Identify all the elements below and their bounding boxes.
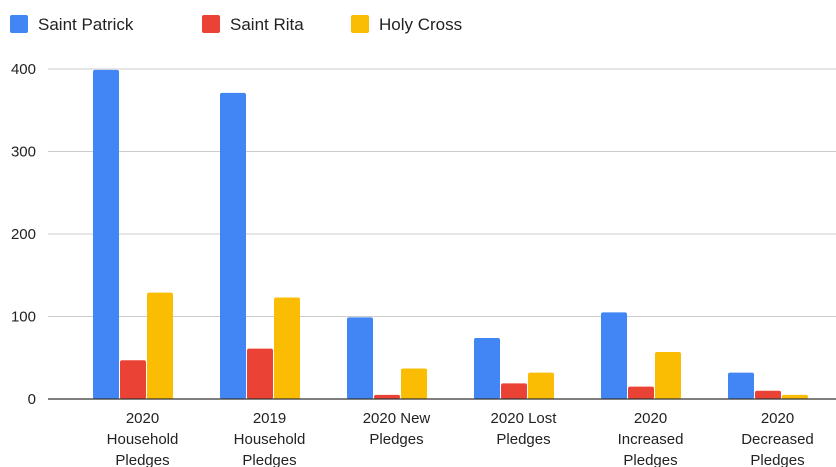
y-tick-label: 100 bbox=[11, 309, 36, 326]
bar-saint-rita-5 bbox=[755, 390, 781, 399]
legend-swatch-1 bbox=[202, 15, 220, 33]
x-tick-label: 2020 Household Pledges bbox=[107, 410, 179, 467]
y-axis: 0 100 200 300 400 bbox=[11, 61, 36, 408]
bar-holy-cross-3 bbox=[528, 372, 554, 399]
chart-legend: Saint Patrick Saint Rita Holy Cross bbox=[10, 15, 462, 34]
legend-label-1: Saint Rita bbox=[230, 15, 304, 34]
bar-saint-rita-0 bbox=[120, 360, 146, 399]
bar-saint-patrick-5 bbox=[728, 372, 754, 399]
x-tick-label: 2020 Increased Pledges bbox=[618, 410, 684, 467]
y-tick-label: 400 bbox=[11, 61, 36, 78]
bar-saint-rita-3 bbox=[501, 383, 527, 399]
bar-holy-cross-0 bbox=[147, 292, 173, 399]
x-tick-label: 2020 New Pledges bbox=[363, 410, 431, 448]
bar-saint-rita-1 bbox=[247, 348, 273, 399]
bars bbox=[93, 69, 808, 400]
bar-holy-cross-1 bbox=[274, 297, 300, 399]
bar-saint-patrick-4 bbox=[601, 312, 627, 399]
legend-swatch-0 bbox=[10, 15, 28, 33]
bar-saint-patrick-0 bbox=[93, 69, 119, 399]
x-tick-label: 2020 Lost Pledges bbox=[491, 410, 558, 448]
bar-saint-patrick-3 bbox=[474, 337, 500, 399]
y-tick-label: 200 bbox=[11, 226, 36, 243]
bar-holy-cross-4 bbox=[655, 351, 681, 399]
x-axis: 2020 Household Pledges 2019 Household Pledges… bbox=[107, 410, 814, 467]
legend-swatch-2 bbox=[351, 15, 369, 33]
bar-saint-patrick-2 bbox=[347, 317, 373, 399]
y-tick-label: 0 bbox=[28, 391, 36, 408]
legend-label-0: Saint Patrick bbox=[38, 15, 134, 34]
gridlines bbox=[48, 68, 836, 317]
bar-saint-rita-2 bbox=[374, 394, 400, 399]
bar-holy-cross-2 bbox=[401, 368, 427, 399]
x-tick-label: 2020 Decreased Pledges bbox=[741, 410, 814, 467]
y-tick-label: 300 bbox=[11, 144, 36, 161]
bar-holy-cross-5 bbox=[782, 394, 808, 399]
bar-saint-patrick-1 bbox=[220, 92, 246, 400]
bar-saint-rita-4 bbox=[628, 386, 654, 399]
x-tick-label: 2019 Household Pledges bbox=[234, 410, 306, 467]
legend-label-2: Holy Cross bbox=[379, 15, 462, 34]
